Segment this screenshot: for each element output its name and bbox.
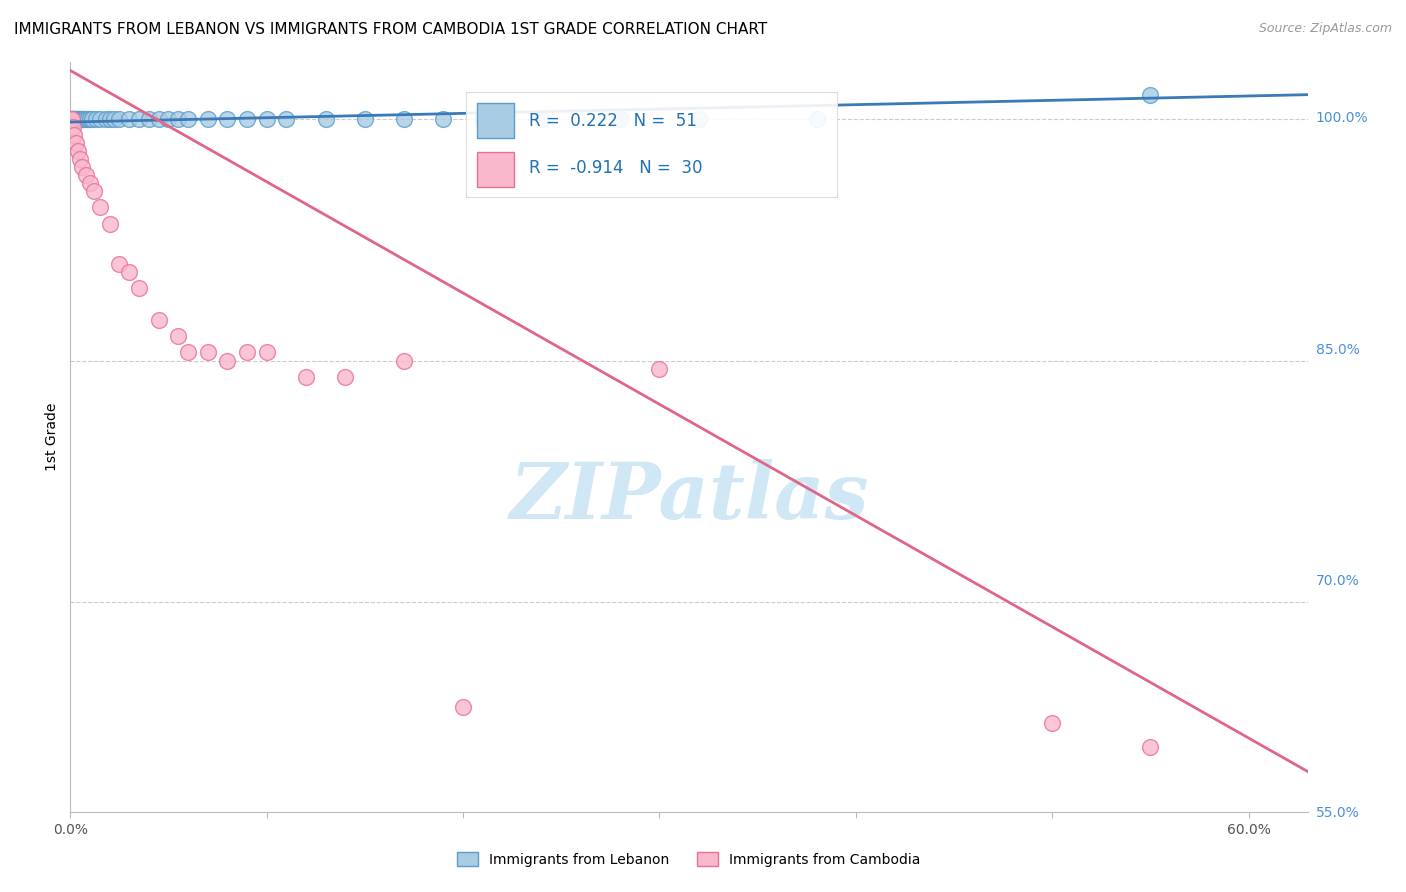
Point (256, 112, 278, 126)
Point (197, 345, 219, 359)
Point (295, 369, 318, 384)
Point (256, 345, 278, 359)
Point (63, 128, 86, 142)
Point (471, 112, 494, 126)
Point (67, 144, 90, 158)
Point (63, 112, 86, 126)
Point (73, 112, 96, 126)
Point (69, 152, 91, 166)
Text: ZIPatlas: ZIPatlas (509, 458, 869, 535)
Point (72, 112, 94, 126)
Point (65, 136, 87, 150)
Point (128, 281, 150, 295)
Point (1139, 87, 1161, 102)
Point (1040, 716, 1063, 731)
Point (70, 112, 93, 126)
Point (118, 112, 141, 126)
Point (167, 329, 190, 343)
Point (89, 112, 111, 126)
Point (70, 112, 93, 126)
Point (69, 112, 91, 126)
Point (70, 160, 93, 174)
Point (217, 112, 239, 126)
Point (79, 176, 101, 190)
Point (75, 112, 97, 126)
Point (148, 313, 170, 327)
Point (197, 112, 219, 126)
Point (60, 112, 83, 126)
Point (98, 217, 121, 231)
Point (157, 112, 180, 126)
Text: Source: ZipAtlas.com: Source: ZipAtlas.com (1258, 22, 1392, 36)
Point (98, 112, 121, 126)
Point (451, 700, 474, 714)
Point (67, 112, 90, 126)
Point (108, 257, 131, 271)
Y-axis label: 1st Grade: 1st Grade (45, 403, 59, 471)
Point (354, 112, 377, 126)
Point (177, 345, 200, 359)
Legend: Immigrants from Lebanon, Immigrants from Cambodia: Immigrants from Lebanon, Immigrants from… (451, 847, 927, 872)
Point (83, 185, 105, 199)
Point (688, 112, 710, 126)
Point (806, 112, 828, 126)
Point (75, 168, 97, 182)
Text: IMMIGRANTS FROM LEBANON VS IMMIGRANTS FROM CAMBODIA 1ST GRADE CORRELATION CHART: IMMIGRANTS FROM LEBANON VS IMMIGRANTS FR… (14, 22, 768, 37)
Point (60, 112, 83, 126)
Point (1139, 740, 1161, 755)
Point (60, 112, 83, 126)
Point (648, 361, 671, 376)
Point (236, 345, 259, 359)
Point (315, 112, 337, 126)
Point (77, 112, 100, 126)
Point (62, 112, 84, 126)
Point (530, 112, 553, 126)
Point (65, 112, 87, 126)
Point (103, 112, 125, 126)
Point (63, 112, 86, 126)
Point (276, 112, 298, 126)
Point (60, 112, 83, 126)
Point (138, 112, 160, 126)
Point (236, 112, 259, 126)
Point (79, 112, 101, 126)
Point (128, 112, 150, 126)
Point (62, 112, 84, 126)
Point (80, 112, 103, 126)
Point (63, 112, 86, 126)
Point (66, 112, 89, 126)
Point (148, 112, 170, 126)
Point (167, 112, 190, 126)
Point (217, 353, 239, 368)
Point (62, 120, 84, 134)
Point (63, 112, 86, 126)
Point (94, 112, 117, 126)
Point (118, 265, 141, 279)
Point (60, 112, 83, 126)
Point (335, 369, 357, 384)
Point (392, 112, 415, 126)
Point (392, 353, 415, 368)
Point (432, 112, 454, 126)
Point (609, 112, 631, 126)
Point (65, 112, 87, 126)
Point (84, 112, 107, 126)
Point (67, 112, 90, 126)
Point (108, 112, 131, 126)
Point (177, 112, 200, 126)
Point (89, 201, 111, 215)
